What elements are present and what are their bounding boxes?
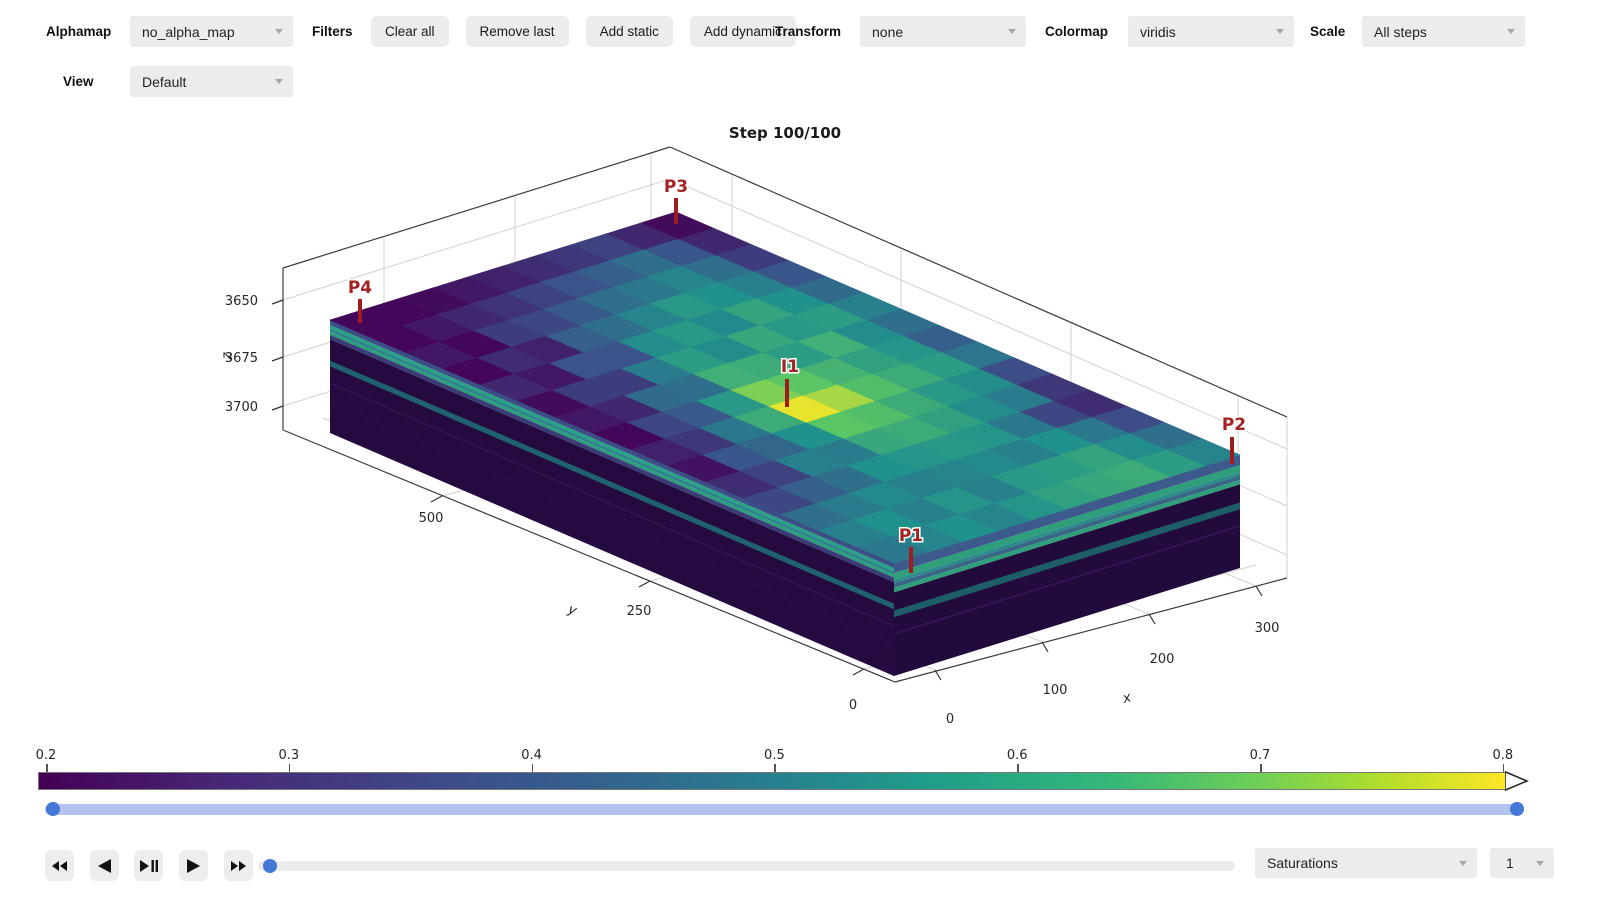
colorbar-tick-label: 0.7 xyxy=(1249,748,1271,763)
forward-icon xyxy=(231,860,246,871)
colormap-label: Colormap xyxy=(1045,24,1109,39)
colorbar-tick-mark xyxy=(1017,764,1019,772)
colorbar-tick-label: 0.8 xyxy=(1492,748,1514,763)
view-select[interactable]: Default xyxy=(130,66,293,97)
view-value: Default xyxy=(142,73,187,90)
view-label: View xyxy=(63,74,94,89)
chevron-down-icon xyxy=(1536,860,1544,866)
colorbar-tick-mark xyxy=(1260,764,1262,772)
well-label-P3: P3 xyxy=(664,177,688,197)
add-static-button[interactable]: Add static xyxy=(585,16,673,47)
range-slider-min-handle[interactable] xyxy=(46,802,60,816)
alphamap-label: Alphamap xyxy=(46,24,112,39)
chevron-down-icon xyxy=(1507,29,1515,34)
add-dynamic-button[interactable]: Add dynamic xyxy=(689,16,796,47)
rewind-button[interactable] xyxy=(45,850,74,881)
axis-tick-label: 500 xyxy=(419,511,444,526)
colorbar-over-range-arrow xyxy=(1505,771,1529,791)
colorbar-tick-mark xyxy=(774,764,776,772)
colorbar-tick-label: 0.4 xyxy=(521,748,542,763)
well-label-P1: P1 xyxy=(899,526,923,546)
scale-select[interactable]: All steps xyxy=(1362,16,1525,47)
chevron-down-icon xyxy=(275,29,283,34)
transform-value: none xyxy=(872,23,904,40)
axis-label: y xyxy=(565,601,580,619)
colorbar-tick-label: 0.3 xyxy=(278,748,300,763)
colorbar-tick-label: 0.5 xyxy=(764,748,785,763)
play-button[interactable] xyxy=(179,850,208,881)
colorbar-range-slider[interactable] xyxy=(45,804,1520,815)
scale-label: Scale xyxy=(1310,24,1346,39)
chevron-down-icon xyxy=(275,79,283,84)
plot-title: Step 100/100 xyxy=(728,124,842,142)
well-label-I1: I1 xyxy=(781,357,799,377)
clear-all-button[interactable]: Clear all xyxy=(371,16,449,47)
component-select[interactable]: 1 xyxy=(1490,848,1554,878)
step-back-button[interactable] xyxy=(90,850,119,881)
colorbar-tick-mark xyxy=(46,764,48,772)
alphamap-select[interactable]: no_alpha_map xyxy=(130,16,293,47)
colorbar-tick-label: 0.2 xyxy=(35,748,57,763)
axis-tick-label: 300 xyxy=(1255,621,1280,636)
axis-label: x xyxy=(1120,689,1134,707)
colorbar-tick-label: 0.6 xyxy=(1006,748,1028,763)
colorbar-tick-mark xyxy=(531,764,534,772)
fast-forward-button[interactable] xyxy=(224,850,253,881)
axis-tick-label: 250 xyxy=(627,604,652,619)
axis-tick-label: 3675 xyxy=(225,351,258,366)
well-label-P2: P2 xyxy=(1222,415,1246,435)
remove-last-button[interactable]: Remove last xyxy=(465,16,569,47)
component-value: 1 xyxy=(1506,855,1514,871)
field-value: Saturations xyxy=(1267,855,1338,871)
axis-tick-label: 0 xyxy=(946,712,954,727)
colormap-value: viridis xyxy=(1140,23,1176,40)
transform-select[interactable]: none xyxy=(860,16,1026,47)
chevron-down-icon xyxy=(1459,860,1467,866)
chevron-down-icon xyxy=(1008,29,1016,34)
well-label-P4: P4 xyxy=(348,278,372,298)
axis-tick-label: 100 xyxy=(1043,683,1068,698)
range-slider-max-handle[interactable] xyxy=(1510,802,1524,816)
transform-label: Transform xyxy=(775,24,842,39)
chevron-down-icon xyxy=(1276,29,1284,34)
axis-label: z xyxy=(219,352,235,361)
filters-label: Filters xyxy=(312,24,353,39)
axis-tick-label: 3650 xyxy=(225,294,258,309)
play-icon xyxy=(187,858,200,873)
prev-icon xyxy=(98,858,111,873)
colorbar-tick-mark xyxy=(1502,764,1505,772)
colorbar-tick-mark xyxy=(288,764,291,772)
timestep-slider-handle[interactable] xyxy=(263,859,277,873)
axis-tick-label: 0 xyxy=(849,698,857,713)
axis-tick-label: 3700 xyxy=(225,400,258,415)
colorbar xyxy=(38,772,1506,790)
axis-tick-label: 200 xyxy=(1150,652,1175,667)
playpause-icon xyxy=(139,859,158,872)
timestep-slider[interactable] xyxy=(258,861,1235,871)
alphamap-value: no_alpha_map xyxy=(142,23,235,40)
filter-button-group: Clear all Remove last Add static Add dynami… xyxy=(371,16,796,47)
field-select[interactable]: Saturations xyxy=(1255,848,1477,878)
rewind-icon xyxy=(52,860,67,871)
colormap-select[interactable]: viridis xyxy=(1128,16,1294,47)
play-pause-button[interactable] xyxy=(134,850,163,881)
scale-value: All steps xyxy=(1374,23,1427,40)
